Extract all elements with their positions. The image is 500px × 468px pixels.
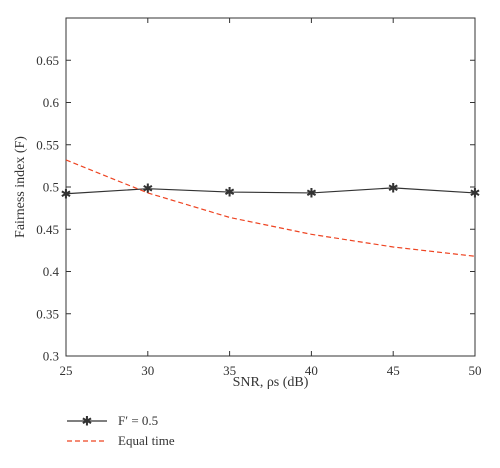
y-tick-label: 0.4 [43,264,60,279]
legend: ✱ F′ = 0.5 Equal time [67,413,175,448]
y-tick-label: 0.35 [36,306,59,321]
x-tick-label: 45 [387,363,400,378]
x-tick-label: 30 [141,363,154,378]
y-axis-label: Fairness index (F) [13,136,28,238]
legend-label-f-prime: F′ = 0.5 [118,413,158,428]
x-tick-label: 40 [305,363,318,378]
data-point-marker: ✱ [306,185,317,200]
data-point-marker: ✱ [470,185,481,200]
series-group: ✱ ✱ ✱ ✱ ✱ ✱ [61,159,481,257]
series-line-1 [65,159,476,257]
legend-marker-asterisk: ✱ [82,414,93,429]
y-tick-label: 0.65 [36,53,59,68]
y-tick-label: 0.55 [36,137,59,152]
y-tick-label: 0.45 [36,222,59,237]
legend-label-equal-time: Equal time [118,433,175,448]
x-tick-label: 35 [223,363,236,378]
data-point-marker: ✱ [61,186,72,201]
x-tick-label: 25 [60,363,73,378]
plot-frame [65,17,476,357]
data-point-marker: ✱ [142,181,153,196]
data-point-marker: ✱ [388,180,399,195]
x-tick-label: 50 [469,363,482,378]
axis-ticks: 25 30 35 40 45 50 0.3 0.35 0.4 0.45 0.5 0.55 0.6 0.65 [36,18,482,378]
y-tick-label: 0.5 [43,180,59,195]
x-axis-label: SNR, ρs (dB) [233,375,309,390]
series-line-0 [65,187,476,195]
y-tick-label: 0.3 [43,349,59,364]
data-point-marker: ✱ [224,185,235,200]
y-tick-label: 0.6 [43,95,60,110]
